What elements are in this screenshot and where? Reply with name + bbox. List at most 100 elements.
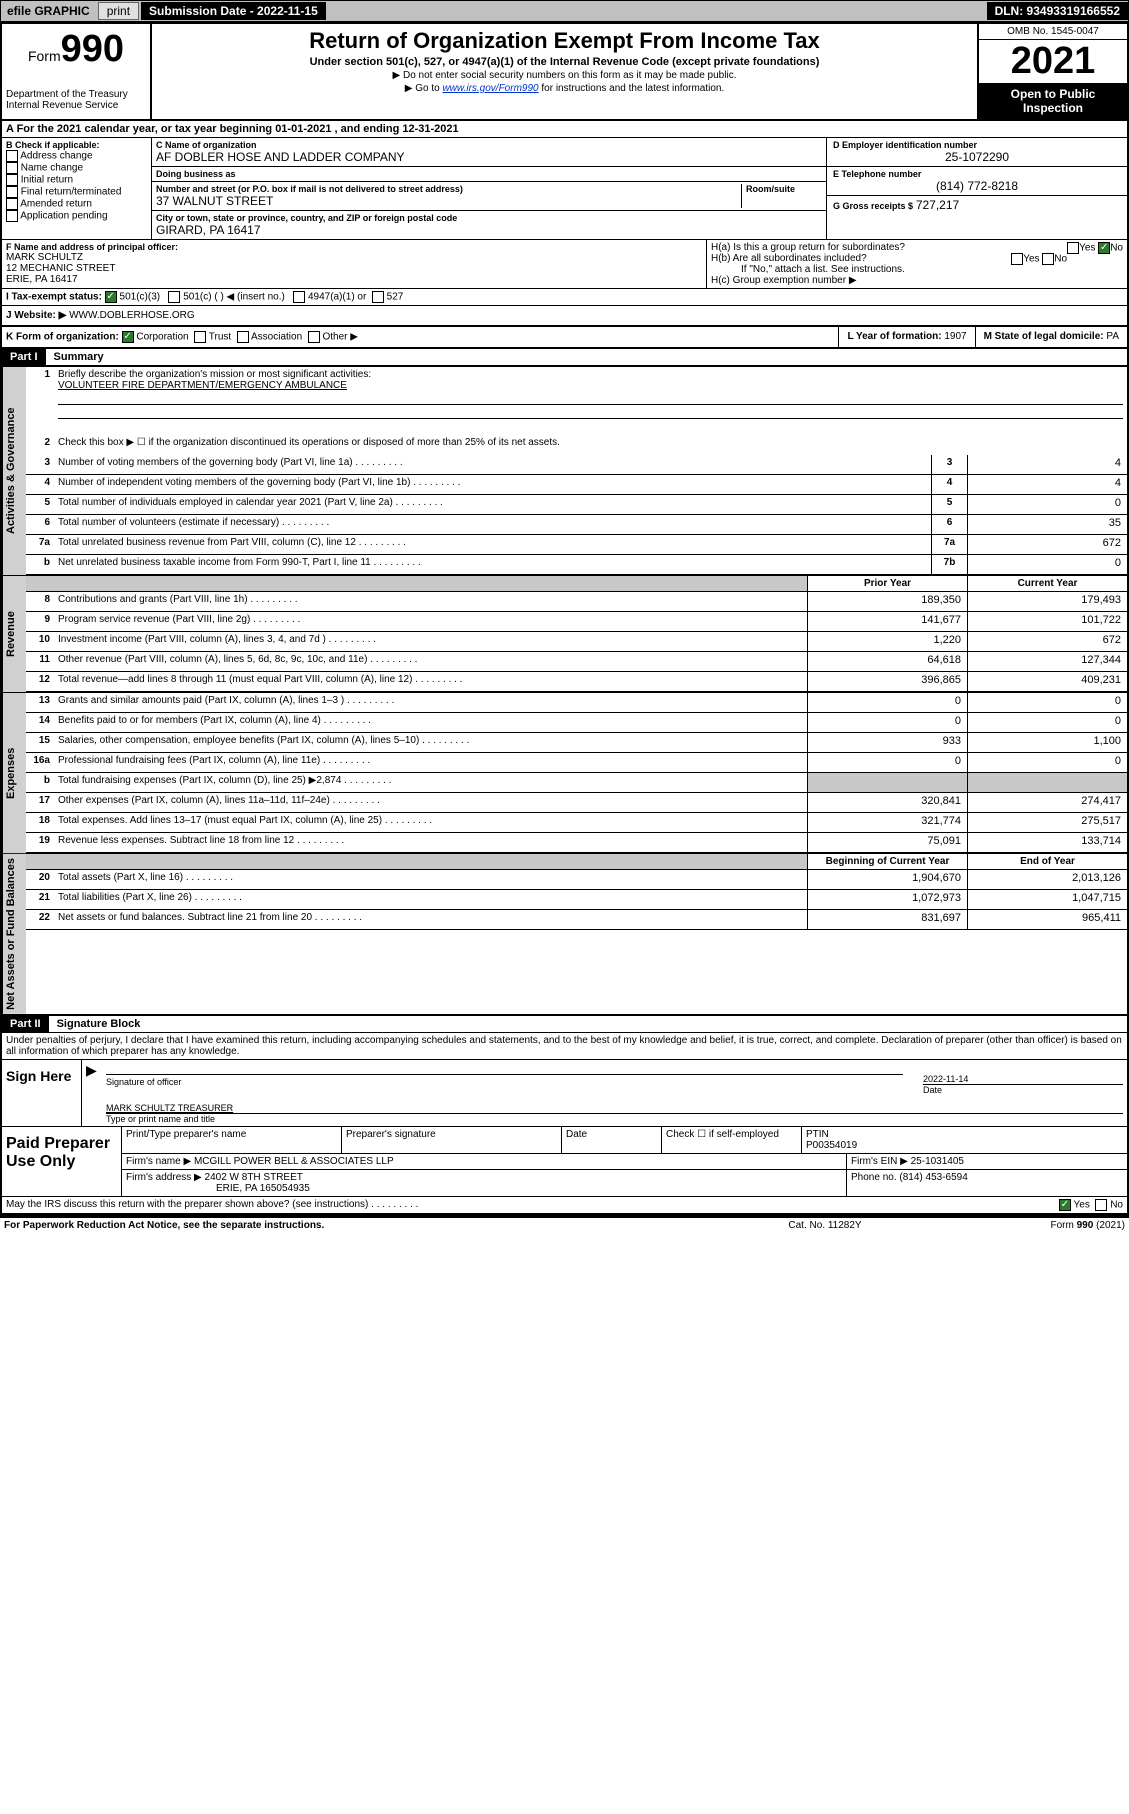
form-container: Form990 Department of the Treasury Inter… [0, 22, 1129, 1217]
row-prior: 75,091 [807, 833, 967, 852]
m-value: PA [1106, 331, 1119, 342]
header-middle: Return of Organization Exempt From Incom… [152, 24, 977, 119]
row-desc: Total number of volunteers (estimate if … [54, 515, 931, 534]
summary-row: 16a Professional fundraising fees (Part … [26, 753, 1127, 773]
row-current: 2,013,126 [967, 870, 1127, 889]
row-desc: Number of independent voting members of … [54, 475, 931, 494]
row-current: 965,411 [967, 910, 1127, 929]
b-label: B Check if applicable: [6, 140, 147, 150]
hb-label: H(b) Are all subordinates included? [711, 253, 867, 264]
row-num: b [26, 773, 54, 792]
column-d: D Employer identification number 25-1072… [827, 138, 1127, 239]
ha-label: H(a) Is this a group return for subordin… [711, 242, 905, 253]
row-num: 22 [26, 910, 54, 929]
row-desc: Professional fundraising fees (Part IX, … [54, 753, 807, 772]
chk-address-change[interactable]: Address change [6, 150, 147, 162]
row-prior: 0 [807, 753, 967, 772]
dba-label: Doing business as [156, 169, 822, 179]
form-subtitle: Under section 501(c), 527, or 4947(a)(1)… [156, 56, 973, 68]
mission-text: VOLUNTEER FIRE DEPARTMENT/EMERGENCY AMBU… [58, 380, 347, 391]
section-h: H(a) Is this a group return for subordin… [707, 240, 1127, 288]
chk-initial-return[interactable]: Initial return [6, 174, 147, 186]
summary-row: 11 Other revenue (Part VIII, column (A),… [26, 652, 1127, 672]
row-num: 9 [26, 612, 54, 631]
chk-corporation[interactable] [122, 331, 134, 343]
chk-name-change[interactable]: Name change [6, 162, 147, 174]
row-desc: Investment income (Part VIII, column (A)… [54, 632, 807, 651]
row-desc: Benefits paid to or for members (Part IX… [54, 713, 807, 732]
print-button[interactable]: print [98, 2, 139, 20]
line1-num: 1 [26, 367, 54, 435]
penalties-text: Under penalties of perjury, I declare th… [2, 1033, 1127, 1060]
chk-amended-return[interactable]: Amended return [6, 198, 147, 210]
street-label: Number and street (or P.O. box if mail i… [156, 184, 741, 194]
footer-left: For Paperwork Reduction Act Notice, see … [4, 1220, 725, 1231]
firm-name-value: MCGILL POWER BELL & ASSOCIATES LLP [194, 1156, 394, 1167]
form-word: Form [28, 48, 61, 64]
row-num: 8 [26, 592, 54, 611]
row-desc: Total number of individuals employed in … [54, 495, 931, 514]
ein-value: 25-1072290 [833, 150, 1121, 164]
summary-row: 3 Number of voting members of the govern… [26, 455, 1127, 475]
prep-date-label: Date [562, 1127, 662, 1153]
paid-preparer-label: Paid Preparer Use Only [2, 1127, 122, 1196]
firm-phone-value: (814) 453-6594 [899, 1172, 967, 1183]
row-amount: 4 [967, 475, 1127, 494]
footer-right: Form 990 (2021) [925, 1220, 1125, 1231]
note2-post: for instructions and the latest informat… [539, 83, 725, 94]
revenue-section: Revenue Prior Year Current Year 8 Contri… [2, 575, 1127, 692]
row-num: 17 [26, 793, 54, 812]
row-num: 7a [26, 535, 54, 554]
row-current: 0 [967, 693, 1127, 712]
chk-final-return[interactable]: Final return/terminated [6, 186, 147, 198]
room-label: Room/suite [746, 184, 822, 194]
firm-addr2-value: ERIE, PA 165054935 [126, 1183, 310, 1194]
row-prior: 1,220 [807, 632, 967, 651]
row-num: 19 [26, 833, 54, 852]
row-num: 20 [26, 870, 54, 889]
part2-title: Signature Block [49, 1016, 149, 1032]
row-current: 0 [967, 753, 1127, 772]
row-num: 10 [26, 632, 54, 651]
form-note-2: ▶ Go to www.irs.gov/Form990 for instruct… [156, 83, 973, 94]
discuss-yes-check[interactable] [1059, 1199, 1071, 1211]
row-current: 275,517 [967, 813, 1127, 832]
row-current: 127,344 [967, 652, 1127, 671]
summary-row: 9 Program service revenue (Part VIII, li… [26, 612, 1127, 632]
gross-label: G Gross receipts $ [833, 201, 913, 211]
bcd-row: B Check if applicable: Address change Na… [2, 138, 1127, 240]
row-num: 6 [26, 515, 54, 534]
efile-label: efile GRAPHIC [1, 4, 96, 18]
officer-name: MARK SCHULTZ [6, 252, 702, 263]
type-name-label: Type or print name and title [106, 1114, 1123, 1124]
row-klm: K Form of organization: Corporation Trus… [2, 327, 1127, 349]
irs-link[interactable]: www.irs.gov/Form990 [442, 83, 538, 94]
phone-value: (814) 772-8218 [833, 179, 1121, 193]
ptin-value: P00354019 [806, 1140, 857, 1151]
row-desc: Other revenue (Part VIII, column (A), li… [54, 652, 807, 671]
chk-application-pending[interactable]: Application pending [6, 210, 147, 222]
chk-501c3[interactable] [105, 291, 117, 303]
note2-pre: ▶ Go to [405, 83, 443, 94]
self-employed-label: Check ☐ if self-employed [662, 1127, 802, 1153]
firm-addr-label: Firm's address ▶ [126, 1172, 202, 1183]
row-box: 7a [931, 535, 967, 554]
row-box: 5 [931, 495, 967, 514]
form-title: Return of Organization Exempt From Incom… [156, 28, 973, 54]
summary-row: b Net unrelated business taxable income … [26, 555, 1127, 575]
hdr-beginning: Beginning of Current Year [807, 854, 967, 869]
row-amount: 35 [967, 515, 1127, 534]
j-label: J Website: ▶ [6, 310, 66, 321]
tab-governance: Activities & Governance [2, 367, 26, 575]
row-desc: Program service revenue (Part VIII, line… [54, 612, 807, 631]
sig-date-value: 2022-11-14 [923, 1062, 1123, 1085]
website-value: WWW.DOBLERHOSE.ORG [69, 310, 195, 321]
ha-no-check[interactable] [1098, 242, 1110, 254]
sig-date-label: Date [923, 1085, 1123, 1095]
top-bar: efile GRAPHIC print Submission Date - 20… [0, 0, 1129, 22]
footer: For Paperwork Reduction Act Notice, see … [0, 1217, 1129, 1233]
row-num: 21 [26, 890, 54, 909]
section-f: F Name and address of principal officer:… [2, 240, 707, 288]
governance-section: Activities & Governance 1 Briefly descri… [2, 366, 1127, 575]
row-current: 1,047,715 [967, 890, 1127, 909]
